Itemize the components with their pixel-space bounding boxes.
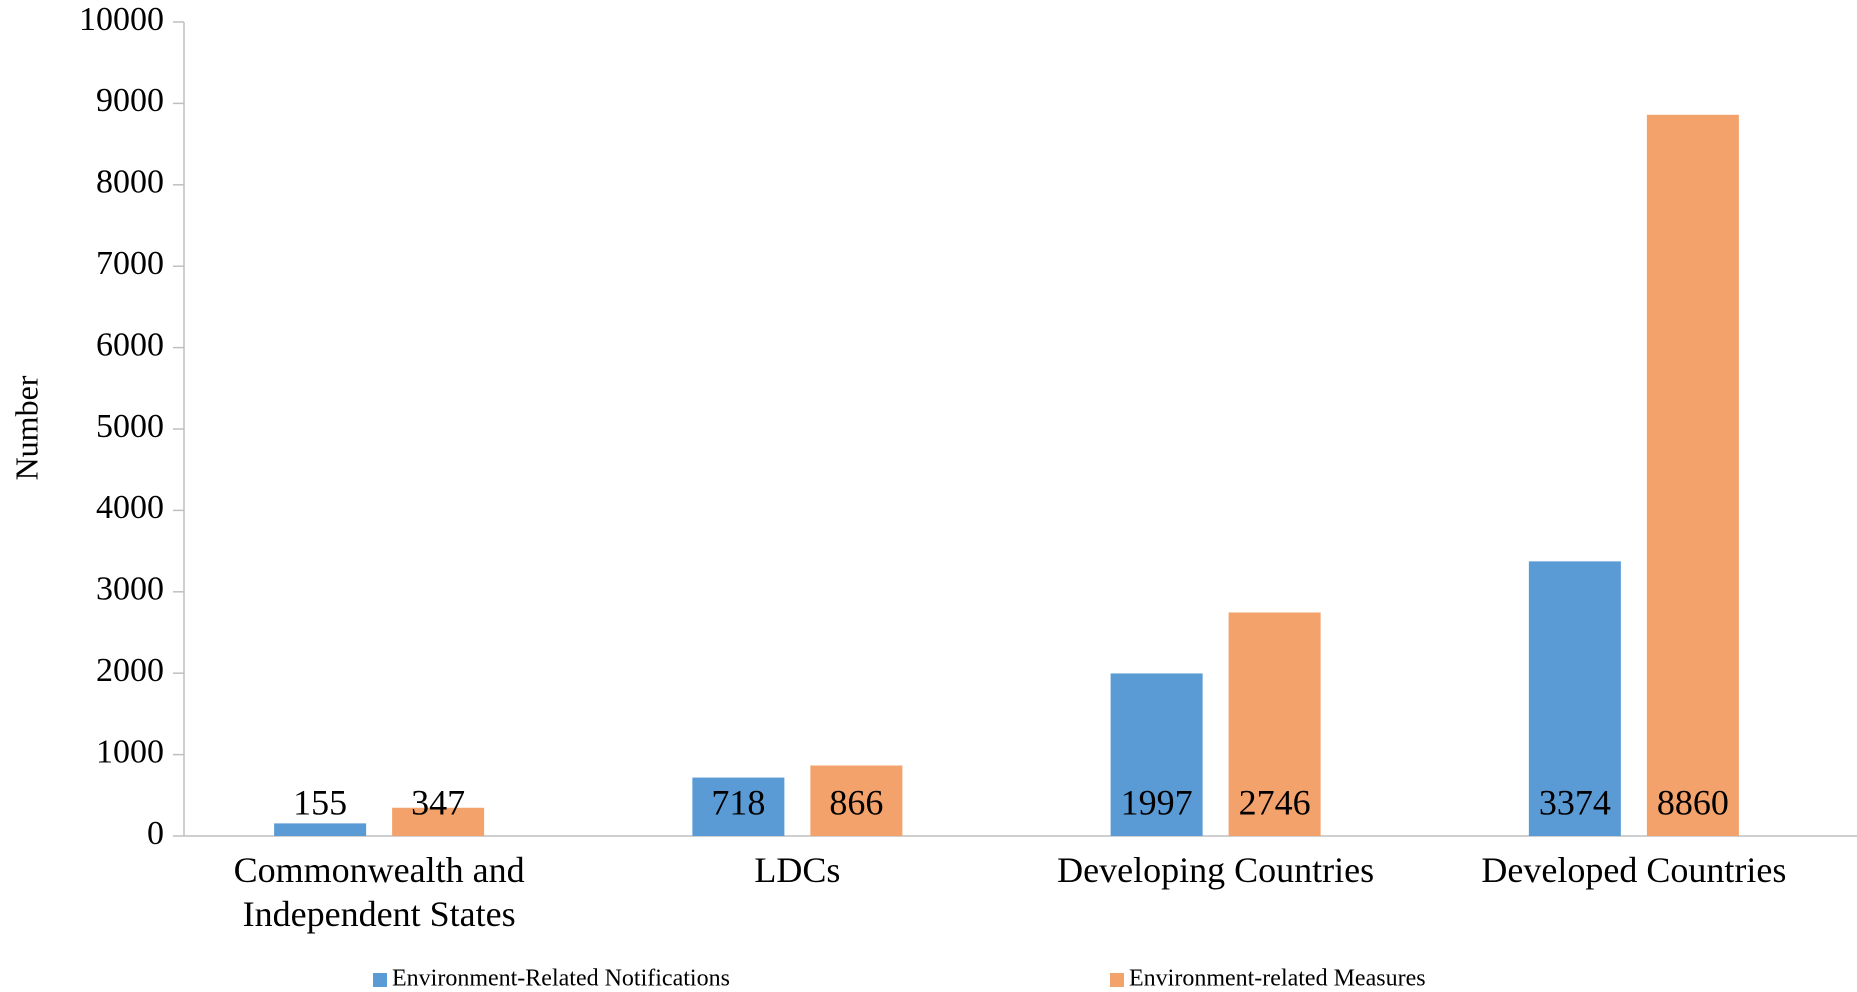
value-label: 1997 (1121, 782, 1193, 822)
y-tick-label: 4000 (96, 489, 164, 526)
bar (692, 777, 785, 836)
x-tick-label: LDCs (754, 850, 841, 890)
legend-label: Environment-related Measures (1129, 966, 1426, 992)
value-label: 866 (829, 782, 883, 822)
legend-label: Environment-Related Notifications (392, 966, 730, 992)
y-tick-label: 3000 (96, 571, 164, 608)
value-label: 347 (411, 782, 465, 822)
y-tick-label: 10000 (79, 1, 164, 38)
bar (1228, 612, 1321, 836)
y-tick-label: 0 (147, 815, 164, 852)
value-label: 155 (293, 782, 347, 822)
y-tick-label: 6000 (96, 326, 164, 363)
y-tick-label: 9000 (96, 82, 164, 119)
y-tick-label: 5000 (96, 408, 164, 445)
x-tick-label: Developing Countries (1057, 850, 1375, 890)
y-tick-label: 7000 (96, 245, 164, 282)
y-tick-label: 2000 (96, 652, 164, 689)
bar (1646, 114, 1739, 836)
legend-swatch (1110, 973, 1124, 987)
y-axis-title: Number (8, 375, 44, 480)
x-tick-label: Developed Countries (1481, 850, 1787, 890)
bar (1528, 561, 1621, 836)
bar (810, 765, 903, 836)
bar (392, 807, 485, 836)
bar (274, 823, 367, 836)
value-label: 2746 (1239, 782, 1311, 822)
y-tick-label: 1000 (96, 733, 164, 770)
bar (1110, 673, 1203, 836)
legend-swatch (373, 973, 387, 987)
value-label: 8860 (1657, 782, 1729, 822)
value-label: 718 (711, 782, 765, 822)
x-tick-label: Commonwealth and Independent States (233, 850, 525, 934)
value-label: 3374 (1539, 782, 1611, 822)
y-tick-label: 8000 (96, 164, 164, 201)
